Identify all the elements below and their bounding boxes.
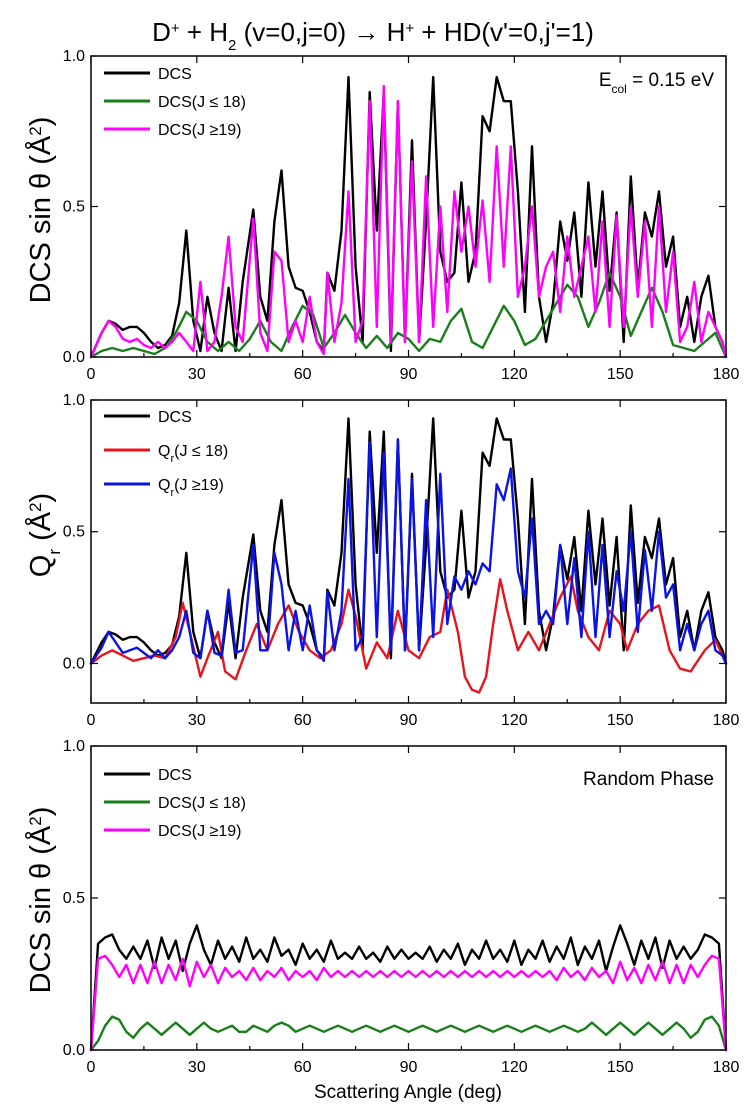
- bottom-series-1: [89, 1015, 728, 1052]
- top-ytick-label-0: 0.0: [63, 349, 85, 366]
- middle-legend-label-qr-low: Qr(J ≤ 18): [158, 443, 228, 465]
- middle-xtick-label-5: 150: [607, 712, 634, 729]
- bottom-legend-label-high-j: DCS(J ≥19): [158, 823, 241, 840]
- top-series-2: [89, 84, 728, 359]
- middle-ylabel: Qr (Å2): [24, 493, 64, 577]
- bottom-series-2: [89, 954, 728, 1052]
- bottom-xtick-label-3: 90: [400, 1059, 418, 1076]
- middle-ytick-label-2: 1.0: [63, 392, 85, 409]
- top-legend: DCS DCS(J ≤ 18) DCS(J ≥19): [104, 66, 246, 139]
- top-xtick-label-1: 30: [188, 366, 206, 383]
- panel-bottom: 0 30 60 90 120 150 180 0.0 0.5 1.0 DCS sin θ (Å2)…: [24, 738, 739, 1103]
- middle-xtick-label-6: 180: [713, 712, 740, 729]
- bottom-series-0: [89, 924, 728, 1052]
- bottom-xtick-label-6: 180: [713, 1059, 740, 1076]
- middle-xtick-label-2: 60: [294, 712, 312, 729]
- bottom-ytick-label-0: 0.0: [63, 1042, 85, 1059]
- bottom-ylabel: DCS sin θ (Å2): [24, 807, 57, 994]
- middle-xtick-label-3: 90: [400, 712, 418, 729]
- middle-ytick-label-1: 0.5: [63, 524, 85, 541]
- bottom-plot-area: 0 30 60 90 120 150 180 0.0 0.5 1.0: [63, 738, 740, 1076]
- top-ytick-label-1: 0.5: [63, 199, 85, 216]
- bottom-ytick-label-2: 1.0: [63, 738, 85, 755]
- middle-legend-label-qr-high: Qr(J ≥19): [158, 477, 224, 499]
- top-ylabel: DCS sin θ (Å2): [24, 117, 57, 304]
- top-xtick-label-5: 150: [607, 366, 634, 383]
- panel-top: 0 30 60 90 120 150 180 0.0 0.5 1.0 DCS sin θ (Å2)…: [24, 48, 739, 383]
- bottom-xtick-label-2: 60: [294, 1059, 312, 1076]
- collision-energy-annotation: Ecol = 0.15 eV: [599, 70, 715, 96]
- top-xtick-label-0: 0: [87, 366, 96, 383]
- middle-legend-label-dcs: DCS: [158, 409, 192, 426]
- middle-series-2: [89, 438, 728, 665]
- top-xtick-label-6: 180: [713, 366, 740, 383]
- random-phase-annotation: Random Phase: [583, 769, 714, 790]
- chart-title: D+ + H2 (v=0,j=0) → H+ + HD(v'=0,j'=1): [152, 17, 594, 54]
- bottom-xlabel: Scattering Angle (deg): [314, 1082, 502, 1103]
- bottom-xtick-label-4: 120: [501, 1059, 528, 1076]
- bottom-legend-label-dcs: DCS: [158, 767, 192, 784]
- middle-ytick-label-0: 0.0: [63, 655, 85, 672]
- top-legend-label-high-j: DCS(J ≥19): [158, 122, 241, 139]
- top-xtick-label-4: 120: [501, 366, 528, 383]
- middle-xtick-label-0: 0: [87, 712, 96, 729]
- top-plot-area: 0 30 60 90 120 150 180 0.0 0.5 1.0: [63, 48, 740, 383]
- middle-xtick-label-1: 30: [188, 712, 206, 729]
- top-legend-label-dcs: DCS: [158, 66, 192, 83]
- bottom-plot-frame: [90, 745, 727, 1051]
- middle-xtick-label-4: 120: [501, 712, 528, 729]
- top-ytick-label-2: 1.0: [63, 48, 85, 65]
- bottom-ytick-label-1: 0.5: [63, 890, 85, 907]
- bottom-xtick-label-5: 150: [607, 1059, 634, 1076]
- bottom-xtick-label-1: 30: [188, 1059, 206, 1076]
- top-series-1: [89, 271, 728, 359]
- panel-middle: 0 30 60 90 120 150 180 0.0 0.5 1.0 Qr (Å2) DCS Qr…: [24, 392, 739, 729]
- bottom-xtick-label-0: 0: [87, 1059, 96, 1076]
- top-legend-label-low-j: DCS(J ≤ 18): [158, 94, 246, 111]
- top-xtick-label-2: 60: [294, 366, 312, 383]
- top-xtick-label-3: 90: [400, 366, 418, 383]
- middle-plot-area: 0 30 60 90 120 150 180 0.0 0.5 1.0: [63, 392, 740, 729]
- bottom-legend: DCS DCS(J ≤ 18) DCS(J ≥19): [104, 767, 246, 840]
- middle-legend: DCS Qr(J ≤ 18) Qr(J ≥19): [104, 409, 228, 499]
- top-series-0: [89, 75, 728, 359]
- bottom-legend-label-low-j: DCS(J ≤ 18): [158, 795, 246, 812]
